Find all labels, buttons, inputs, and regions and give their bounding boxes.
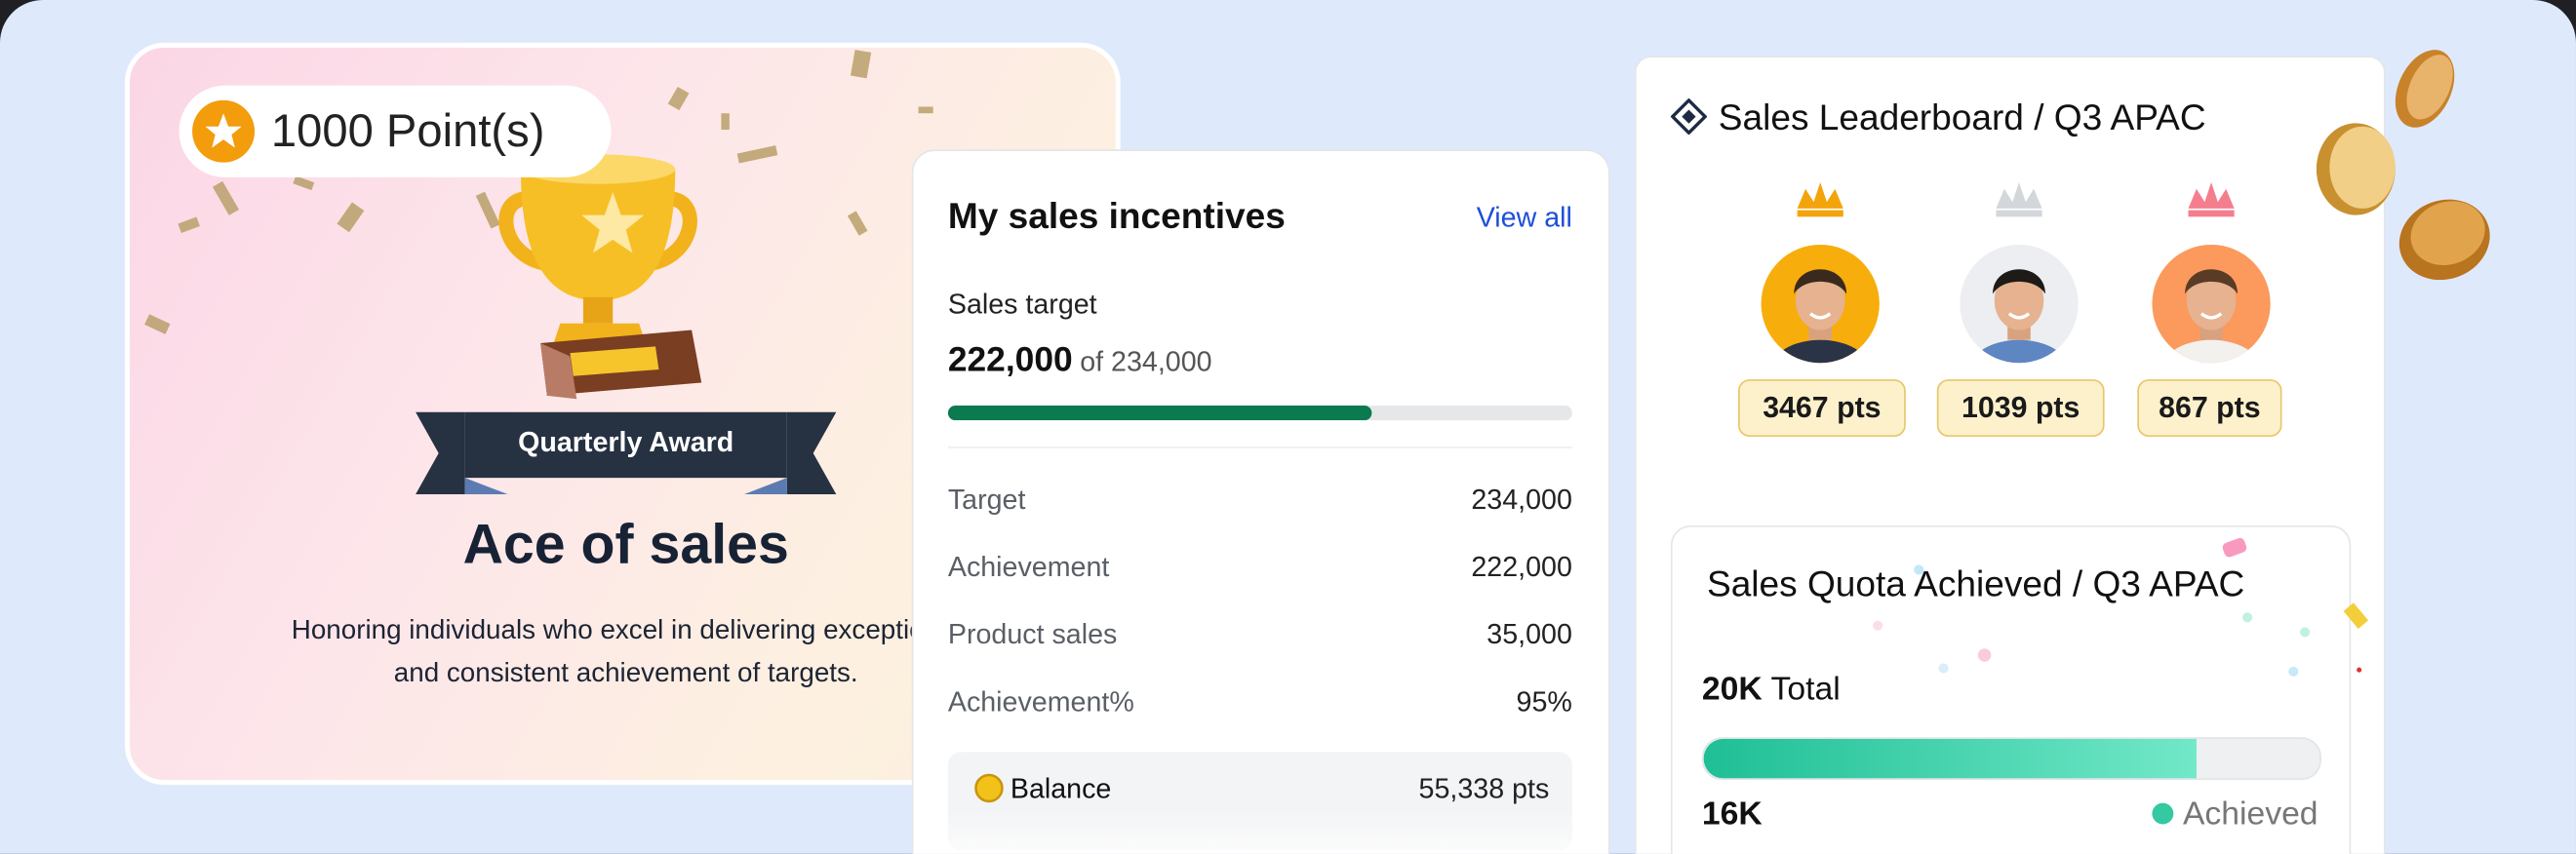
quota-fill [1703, 738, 2197, 779]
points-badge: 1039 pts [1936, 379, 2105, 438]
crown-base [1996, 210, 2042, 217]
award-description: Honoring individuals who excel in delive… [291, 615, 961, 645]
badge-text: Quarterly Award [518, 426, 734, 458]
crown [2188, 181, 2235, 209]
shoulders [1969, 339, 2069, 364]
legend-dot [2151, 802, 2173, 825]
row-label: Achievement% [947, 686, 1134, 718]
view-all-link[interactable]: View all [1476, 202, 1572, 234]
total-value: 20K [1701, 671, 1763, 708]
incentives-card: My sales incentives View all Sales targe… [911, 149, 1610, 854]
hair [2185, 269, 2239, 294]
decoration [144, 49, 933, 494]
fade [913, 807, 1608, 854]
confetti [2343, 602, 2369, 673]
smile [2007, 312, 2031, 320]
face [1795, 270, 1845, 330]
card-title: Sales Leaderboard / Q3 APAC [1718, 97, 2206, 138]
star-icon [192, 99, 256, 163]
target-figure: 222,000 of 234,000 [948, 341, 1212, 380]
confetti [1873, 537, 2311, 677]
crown [1996, 181, 2042, 209]
crown [1797, 181, 1843, 209]
avatars [1761, 181, 2271, 364]
target-label: Sales target [947, 289, 1097, 321]
smile [1809, 312, 1832, 320]
quota-card: Sales Quota Achieved / Q3 APAC 20K Total… [1670, 524, 2352, 854]
quota-total: 20K Total [1702, 672, 1841, 710]
total-label: Total [1770, 671, 1841, 708]
quota-track [1701, 737, 2321, 781]
achieved-value: 222,000 [947, 341, 1073, 380]
progress-track [947, 406, 1572, 421]
points-text: 1000 Point(s) [270, 104, 545, 157]
hair [1794, 269, 1847, 294]
coins [2316, 50, 2490, 281]
card-title: Sales Quota Achieved / Q3 APAC [1706, 563, 2245, 604]
smile [2200, 312, 2223, 320]
balance-value: 55,338 pts [1418, 773, 1550, 805]
crown-base [2188, 210, 2235, 217]
row-value: 234,000 [1471, 484, 1572, 516]
row-value: 95% [1516, 686, 1572, 718]
target-of: of 234,000 [1080, 346, 1212, 378]
row-label: Target [947, 484, 1026, 516]
coin-icon [974, 773, 1004, 803]
diamond-icon [1670, 98, 1707, 136]
points-badge: 3467 pts [1737, 379, 1906, 438]
fade [1672, 822, 2350, 854]
face [2186, 270, 2237, 330]
leaderboard-card: Sales Leaderboard / Q3 APAC 3467 pts 103… [1634, 56, 2386, 854]
row-label: Product sales [947, 618, 1118, 650]
card-title: My sales incentives [947, 195, 1286, 237]
award-description: and consistent achievement of targets. [393, 658, 858, 688]
points-pill: 1000 Point(s) [178, 85, 612, 177]
row-value: 35,000 [1486, 618, 1572, 650]
award-title: Ace of sales [462, 514, 789, 577]
divider [947, 446, 1572, 448]
face [1994, 270, 2044, 330]
crown-base [1797, 210, 1843, 217]
row-label: Achievement [947, 551, 1110, 583]
hair [1993, 269, 2045, 294]
row-value: 222,000 [1471, 551, 1572, 583]
progress-fill [947, 406, 1373, 421]
balance-label: Balance [1010, 773, 1112, 805]
points-badge: 867 pts [2137, 379, 2282, 438]
shoulders [2161, 339, 2261, 364]
shoulders [1770, 339, 1870, 364]
